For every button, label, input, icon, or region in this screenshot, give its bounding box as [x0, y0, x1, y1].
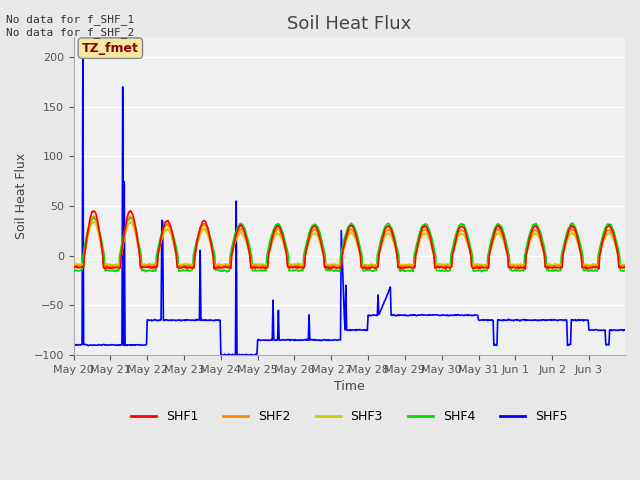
X-axis label: Time: Time: [334, 380, 365, 393]
Text: TZ_fmet: TZ_fmet: [82, 42, 139, 55]
Text: No data for f_SHF_1
No data for f_SHF_2: No data for f_SHF_1 No data for f_SHF_2: [6, 14, 134, 38]
Title: Soil Heat Flux: Soil Heat Flux: [287, 15, 412, 33]
Legend: SHF1, SHF2, SHF3, SHF4, SHF5: SHF1, SHF2, SHF3, SHF4, SHF5: [126, 405, 573, 428]
Y-axis label: Soil Heat Flux: Soil Heat Flux: [15, 153, 28, 239]
